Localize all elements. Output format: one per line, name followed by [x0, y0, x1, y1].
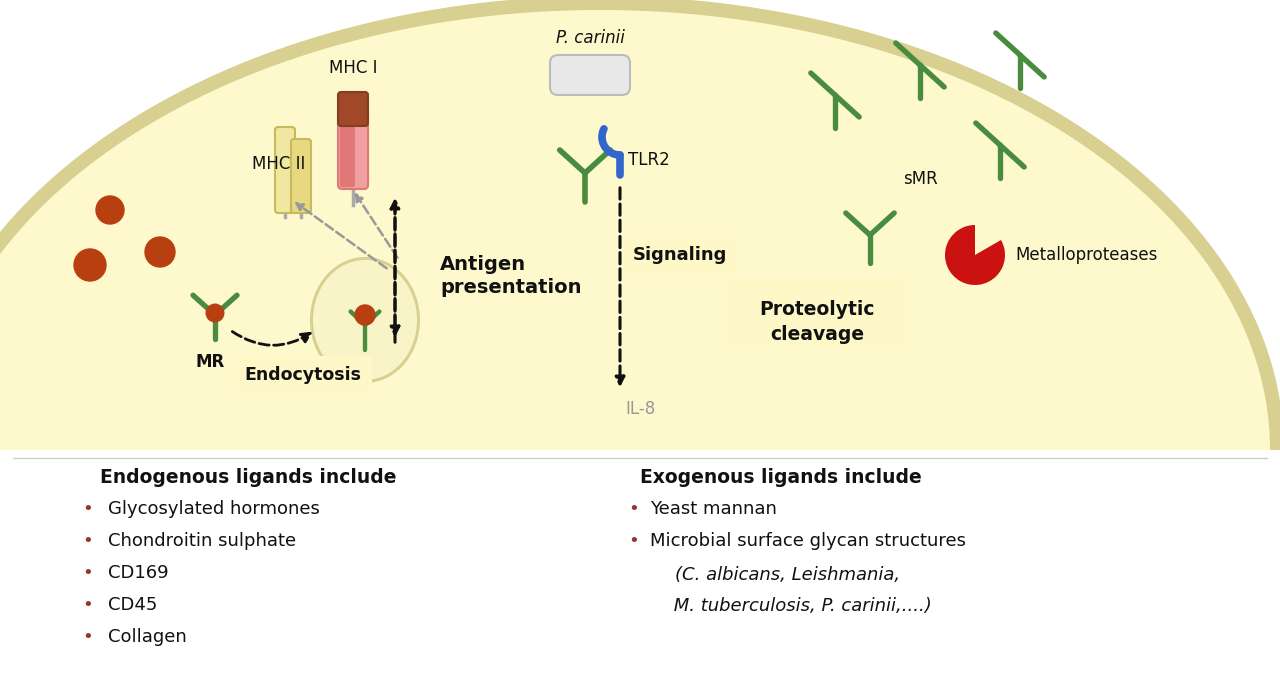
Polygon shape: [0, 10, 1270, 450]
Circle shape: [145, 237, 175, 267]
Wedge shape: [945, 225, 1005, 285]
Text: Proteolytic: Proteolytic: [759, 300, 874, 319]
Text: CD169: CD169: [108, 564, 169, 582]
FancyBboxPatch shape: [338, 111, 369, 189]
Text: M. tuberculosis, P. carinii,....): M. tuberculosis, P. carinii,....): [668, 597, 932, 615]
FancyBboxPatch shape: [625, 236, 737, 274]
Text: cleavage: cleavage: [771, 325, 864, 344]
Text: sMR: sMR: [902, 170, 937, 188]
Text: Metalloproteases: Metalloproteases: [1015, 246, 1157, 264]
Text: Chondroitin sulphate: Chondroitin sulphate: [108, 532, 296, 550]
Text: •: •: [82, 500, 92, 518]
Text: Endogenous ligands include: Endogenous ligands include: [100, 468, 397, 487]
Text: Signaling: Signaling: [632, 246, 727, 264]
Text: Endocytosis: Endocytosis: [244, 366, 361, 384]
Text: •: •: [628, 500, 639, 518]
Text: presentation: presentation: [440, 278, 581, 297]
Text: Antigen: Antigen: [440, 255, 526, 274]
Text: •: •: [82, 628, 92, 646]
Text: Microbial surface glycan structures: Microbial surface glycan structures: [650, 532, 966, 550]
Text: •: •: [82, 532, 92, 550]
Text: TLR2: TLR2: [628, 151, 669, 169]
FancyBboxPatch shape: [275, 127, 294, 213]
Text: •: •: [82, 564, 92, 582]
Text: Exogenous ligands include: Exogenous ligands include: [640, 468, 922, 487]
Polygon shape: [0, 0, 1280, 450]
Circle shape: [206, 304, 224, 322]
Text: MHC I: MHC I: [329, 59, 378, 77]
Text: CD45: CD45: [108, 596, 157, 614]
Text: •: •: [82, 596, 92, 614]
Text: •: •: [628, 532, 639, 550]
Circle shape: [96, 196, 124, 224]
FancyBboxPatch shape: [550, 55, 630, 95]
FancyBboxPatch shape: [291, 139, 311, 213]
Ellipse shape: [314, 260, 417, 380]
Text: P. carinii: P. carinii: [556, 29, 625, 47]
Text: Collagen: Collagen: [108, 628, 187, 646]
FancyBboxPatch shape: [340, 113, 355, 187]
Circle shape: [74, 249, 106, 281]
Circle shape: [355, 305, 375, 325]
Text: (C. albicans, Leishmania,: (C. albicans, Leishmania,: [675, 566, 900, 584]
FancyBboxPatch shape: [234, 356, 372, 394]
Text: Yeast mannan: Yeast mannan: [650, 500, 777, 518]
FancyBboxPatch shape: [338, 92, 369, 126]
Text: MHC II: MHC II: [252, 155, 306, 173]
Text: IL-8: IL-8: [625, 400, 655, 418]
Text: Glycosylated hormones: Glycosylated hormones: [108, 500, 320, 518]
FancyArrowPatch shape: [232, 331, 310, 345]
Text: MR: MR: [196, 353, 224, 371]
Ellipse shape: [310, 257, 420, 383]
FancyBboxPatch shape: [724, 280, 910, 348]
